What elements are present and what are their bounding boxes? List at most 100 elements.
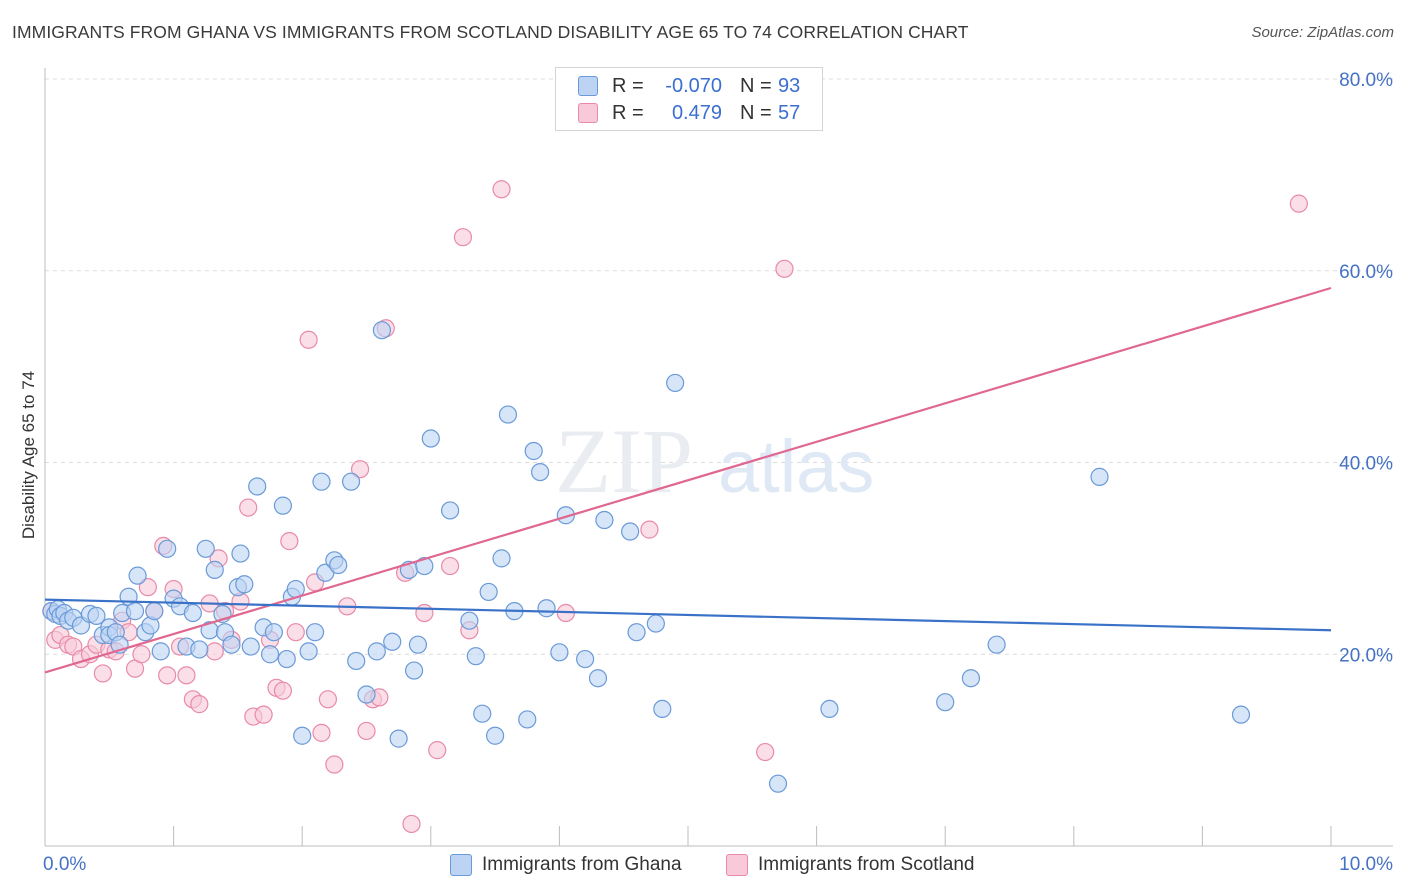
- n-label: N =: [740, 74, 772, 97]
- ghana-point: [277, 649, 296, 669]
- ghana-point: [621, 522, 640, 541]
- ghana-legend-label: Immigrants from Ghana: [482, 854, 682, 875]
- scotland-point: [756, 742, 775, 762]
- ghana-point: [421, 429, 440, 448]
- ghana-point: [273, 496, 293, 515]
- n-value: 93: [778, 74, 801, 97]
- source-label: Source: ZipAtlas.com: [1251, 24, 1394, 41]
- ghana-point: [473, 704, 492, 723]
- ghana-point: [576, 649, 595, 669]
- scotland-swatch: [578, 103, 598, 123]
- ghana-point: [241, 637, 260, 656]
- ghana-point: [205, 560, 224, 579]
- ghana-point: [372, 321, 392, 340]
- ghana-point: [440, 501, 460, 520]
- n-label: N =: [740, 101, 772, 124]
- ghana-point: [518, 710, 537, 729]
- scotland-point: [775, 259, 794, 278]
- ghana-point: [479, 582, 498, 602]
- r-label: R =: [612, 101, 644, 124]
- y-tick-label: 60.0%: [1339, 262, 1393, 283]
- scotland-point: [402, 814, 421, 834]
- ghana-point: [1090, 467, 1109, 486]
- scotland-point: [280, 532, 299, 551]
- n-value: 57: [778, 101, 801, 124]
- scotland-point: [299, 330, 318, 349]
- ghana-point: [125, 602, 145, 621]
- ghana-point: [486, 726, 505, 745]
- ghana-point: [646, 614, 665, 633]
- watermark-zip: ZIP: [555, 410, 693, 512]
- ghana-point: [158, 539, 177, 558]
- ghana-point: [260, 645, 280, 664]
- scotland-point: [1289, 194, 1308, 213]
- ghana-point: [537, 599, 556, 618]
- scotland-point: [440, 556, 460, 576]
- legend-item-scotland: Immigrants from Scotland: [726, 852, 974, 878]
- ghana-point: [627, 623, 646, 642]
- ghana-point: [666, 373, 685, 393]
- x-tick-labels: 0.0% 10.0%: [43, 854, 1393, 875]
- scotland-point: [640, 520, 659, 539]
- scotland-point: [357, 721, 376, 741]
- scotland-point: [158, 666, 177, 685]
- ghana-point: [347, 651, 366, 671]
- scotland-point: [325, 755, 344, 774]
- ghana-point: [460, 611, 479, 630]
- scotland-point: [239, 498, 258, 517]
- ghana-point: [389, 729, 408, 748]
- ghana-point: [383, 632, 402, 651]
- legend-row-ghana: R = -0.070 N = 93: [578, 74, 800, 98]
- gridlines: [45, 78, 1393, 655]
- ghana-point: [408, 635, 428, 654]
- ghana-point: [293, 726, 312, 745]
- ghana-point: [588, 669, 608, 688]
- x-tick-label: 10.0%: [1339, 854, 1393, 875]
- ghana-point: [235, 575, 254, 594]
- ghana-point: [299, 642, 318, 661]
- ghana-point: [357, 685, 376, 704]
- chart-title: IMMIGRANTS FROM GHANA VS IMMIGRANTS FROM…: [12, 22, 969, 42]
- trend-lines: [44, 286, 1332, 674]
- correlation-legend: R = -0.070 N = 93 R = 0.479 N = 57: [555, 67, 823, 131]
- scotland-point: [138, 578, 157, 597]
- axes: [44, 68, 1393, 847]
- scotland-point: [312, 723, 331, 742]
- ghana-point: [415, 556, 434, 576]
- scotland-point: [492, 180, 511, 199]
- r-label: R =: [612, 74, 644, 97]
- ghana-point: [367, 642, 386, 661]
- ghana-point: [231, 544, 250, 563]
- scotland-point: [93, 664, 112, 683]
- ghana-point: [936, 693, 955, 712]
- ghana-point: [196, 539, 215, 558]
- ghana-point: [151, 642, 170, 661]
- ghana-swatch: [578, 76, 598, 96]
- ghana-point: [145, 602, 164, 621]
- ghana-point: [524, 441, 543, 461]
- ghana-point: [341, 472, 361, 491]
- scotland-point: [428, 741, 447, 760]
- ghana-point: [404, 661, 424, 680]
- ghana-point: [768, 774, 788, 793]
- ghana-point: [961, 669, 981, 688]
- scotland-point: [286, 623, 305, 642]
- scotland-point: [453, 228, 473, 247]
- r-value: -0.070: [665, 74, 722, 97]
- scotland-point: [177, 666, 196, 685]
- ghana-point: [466, 647, 485, 666]
- ghana-point: [248, 477, 267, 496]
- ghana-point: [264, 623, 284, 642]
- scotland-point: [132, 645, 151, 664]
- ghana-point: [183, 603, 202, 623]
- y-axis-label: Disability Age 65 to 74: [19, 371, 38, 539]
- scotland-point: [205, 642, 224, 661]
- ghana-trend-line: [44, 598, 1332, 632]
- ghana-point: [820, 699, 839, 718]
- ghana-point: [550, 643, 569, 662]
- watermark: ZIP atlas: [555, 410, 874, 512]
- ghana-point: [492, 549, 511, 568]
- legend-item-ghana: Immigrants from Ghana: [450, 852, 682, 878]
- ghana-point: [531, 462, 550, 482]
- y-tick-label: 20.0%: [1339, 645, 1393, 666]
